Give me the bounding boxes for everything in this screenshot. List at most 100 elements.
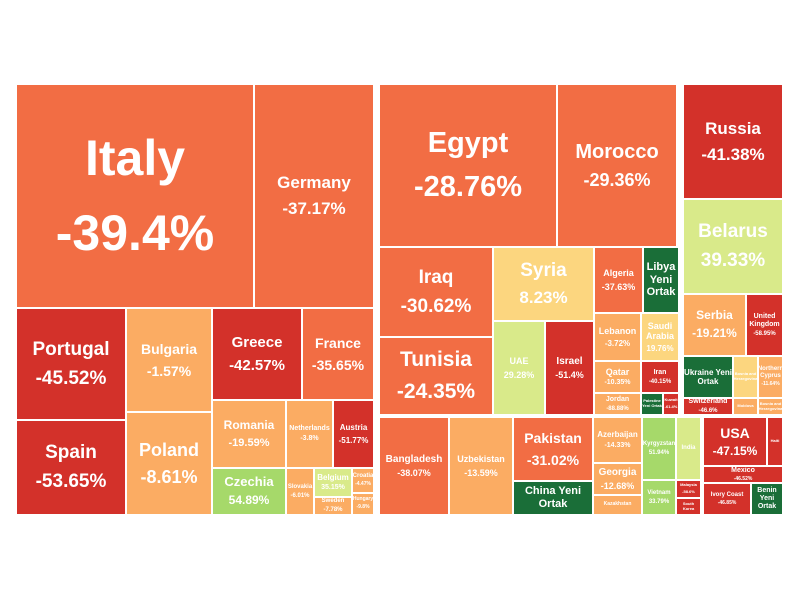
treemap-cell-lebanon[interactable]: Lebanon -3.72% — [594, 313, 641, 361]
cell-label: Portugal — [32, 338, 110, 360]
treemap-cell-pakistan[interactable]: Pakistan -31.02% — [513, 417, 593, 481]
treemap-cell-united-kingdom[interactable]: United Kingdom -58.95% — [746, 294, 783, 356]
cell-value: -31.02% — [526, 451, 580, 468]
treemap-cell-azerbaijan[interactable]: Azerbaijan -14.33% — [593, 417, 642, 463]
treemap-cell-romania[interactable]: Romania -19.59% — [212, 400, 286, 468]
cell-value: 54.89% — [228, 493, 270, 508]
treemap-cell-iraq[interactable]: Iraq -30.62% — [379, 247, 493, 337]
cell-label: Vietnam — [647, 489, 671, 496]
treemap-cell-jordan[interactable]: Jordan -88.88% — [594, 393, 641, 415]
treemap-cell-northern-cyprus[interactable]: Northern Cyprus -11.64% — [758, 356, 783, 398]
treemap-cell-tunisia[interactable]: Tunisia -24.35% — [379, 337, 493, 415]
treemap-cell-libya-yeni-ortak[interactable]: Libya Yeni Ortak — [643, 247, 679, 313]
treemap-cell-india[interactable]: India — [676, 417, 701, 480]
treemap-cell-netherlands[interactable]: Netherlands -3.8% — [286, 400, 333, 468]
cell-label: Algeria — [603, 268, 634, 279]
cell-label: Qatar — [605, 366, 630, 377]
treemap-cell-moldova[interactable]: Moldova — [733, 398, 758, 415]
treemap-cell-bosnia-and-herzegovina[interactable]: Bosnia and Herzegovina — [733, 356, 758, 398]
cell-label: Kyrgyzstan — [642, 440, 676, 447]
cell-value: -13.59% — [464, 467, 498, 478]
treemap-cell-mexico[interactable]: Mexico -46.52% — [703, 466, 783, 483]
treemap-cell-croatia[interactable]: Croatia -4.47% — [352, 468, 374, 493]
cell-label: Ukraine Yeni Ortak — [684, 367, 732, 386]
treemap-cell-ukraine-yeni-ortak[interactable]: Ukraine Yeni Ortak — [683, 356, 733, 398]
treemap-cell-sweden[interactable]: Sweden -7.78% — [314, 497, 352, 515]
treemap-cell-haiti[interactable]: Haiti — [767, 417, 783, 466]
cell-label: Belarus — [698, 221, 768, 243]
treemap-cell-china-yeni-ortak[interactable]: China Yeni Ortak — [513, 481, 593, 515]
cell-value: -10.35% — [604, 379, 631, 387]
treemap-cell-georgia[interactable]: Georgia -12.68% — [593, 463, 642, 495]
cell-label: UAE — [509, 356, 529, 367]
treemap-cell-serbia[interactable]: Serbia -19.21% — [683, 294, 746, 356]
cell-value: -37.63% — [601, 281, 636, 292]
treemap-cell-greece[interactable]: Greece -42.57% — [212, 308, 302, 400]
treemap-cell-austria[interactable]: Austria -51.77% — [333, 400, 374, 468]
treemap-cell-hungary[interactable]: Hungary -9.8% — [352, 493, 374, 515]
cell-value: -8.61% — [140, 466, 198, 487]
cell-label: Romania — [223, 417, 275, 432]
treemap-cell-iran[interactable]: Iran -40.15% — [641, 361, 679, 393]
cell-label: Kazakhstan — [603, 501, 632, 508]
treemap-cell-belgium[interactable]: Belgium 35.15% — [314, 468, 352, 497]
treemap-cell-morocco[interactable]: Morocco -29.36% — [557, 84, 677, 247]
cell-label: Switzerland — [688, 398, 728, 406]
treemap-cell-kuwait[interactable]: Kuwait -61.4% — [663, 393, 679, 415]
treemap-cell-kazakhstan[interactable]: Kazakhstan — [593, 495, 642, 515]
treemap-cell-syria[interactable]: Syria 8.23% — [493, 247, 594, 321]
treemap-cell-belarus[interactable]: Belarus 39.33% — [683, 199, 783, 294]
cell-value: -37.17% — [282, 199, 346, 218]
treemap-cell-benin-yeni-ortak[interactable]: Benin Yeni Ortak — [751, 483, 783, 515]
treemap-cell-kyrgyzstan[interactable]: Kyrgyzstan 51.94% — [642, 417, 676, 480]
treemap-cell-switzerland[interactable]: Switzerland -46.6% — [683, 398, 733, 415]
cell-value: -61.4% — [664, 404, 678, 409]
cell-value: -47.15% — [712, 443, 758, 458]
cell-label: Uzbekistan — [457, 454, 505, 465]
treemap-cell-italy[interactable]: Italy -39.4% — [16, 84, 254, 308]
treemap-cell-germany[interactable]: Germany -37.17% — [254, 84, 374, 308]
treemap-cell-ivory-coast[interactable]: Ivory Coast -46.85% — [703, 483, 751, 515]
cell-label: Austria — [339, 423, 368, 433]
cell-value: -3.8% — [300, 435, 319, 442]
treemap-cell-portugal[interactable]: Portugal -45.52% — [16, 308, 126, 420]
cell-value: 8.23% — [519, 288, 568, 308]
treemap-cell-france[interactable]: France -35.65% — [302, 308, 374, 400]
cell-value: -38.07% — [397, 468, 431, 479]
cell-value: -6.01% — [290, 492, 310, 499]
cell-label: Slovakia — [287, 483, 313, 490]
cell-value: 29.28% — [503, 369, 535, 380]
cell-label: Pakistan — [524, 430, 582, 447]
treemap-cell-uzbekistan[interactable]: Uzbekistan -13.59% — [449, 417, 513, 515]
treemap-cell-bulgaria[interactable]: Bulgaria -1.57% — [126, 308, 212, 412]
treemap-cell-poland[interactable]: Poland -8.61% — [126, 412, 212, 515]
cell-value: -12.68% — [600, 481, 635, 492]
cell-value: -35.65% — [311, 356, 365, 373]
treemap-cell-qatar[interactable]: Qatar -10.35% — [594, 361, 641, 393]
treemap-cell-egypt[interactable]: Egypt -28.76% — [379, 84, 557, 247]
treemap-cell-usa[interactable]: USA -47.15% — [703, 417, 767, 466]
treemap-cell-spain[interactable]: Spain -53.65% — [16, 420, 126, 515]
cell-value: -88.88% — [606, 405, 629, 412]
cell-label: Haiti — [770, 438, 780, 444]
treemap-cell-russia[interactable]: Russia -41.38% — [683, 84, 783, 199]
treemap-cell-malaysia[interactable]: Malaysia -58.6% — [676, 480, 701, 498]
cell-value: -30.62% — [400, 295, 472, 317]
cell-label: Saudi Arabia — [645, 320, 674, 341]
cell-label: Hungary — [352, 496, 374, 503]
treemap-cell-south-korea[interactable]: South Korea — [676, 498, 701, 515]
cell-value: 35.15% — [321, 484, 345, 492]
treemap-cell-uae[interactable]: UAE 29.28% — [493, 321, 545, 415]
treemap-cell-slovakia[interactable]: Slovakia -6.01% — [286, 468, 314, 515]
treemap-cell-algeria[interactable]: Algeria -37.63% — [594, 247, 643, 313]
cell-value: -24.35% — [396, 379, 476, 403]
treemap-cell-saudi-arabia[interactable]: Saudi Arabia 19.76% — [641, 313, 679, 361]
treemap-cell-vietnam[interactable]: Vietnam 33.79% — [642, 480, 676, 515]
cell-label: Italy — [84, 129, 186, 186]
treemap-cell-palestine-yeni-ortak[interactable]: Palestine Yeni Ortak — [641, 393, 663, 415]
treemap-cell-israel[interactable]: Israel -51.4% — [545, 321, 594, 415]
treemap-cell-bangladesh[interactable]: Bangladesh -38.07% — [379, 417, 449, 515]
cell-value: -41.38% — [701, 144, 765, 164]
treemap-cell-czechia[interactable]: Czechia 54.89% — [212, 468, 286, 515]
treemap-cell-bosnia-and-herzegovina[interactable]: Bosnia and Herzegovina — [758, 398, 783, 415]
